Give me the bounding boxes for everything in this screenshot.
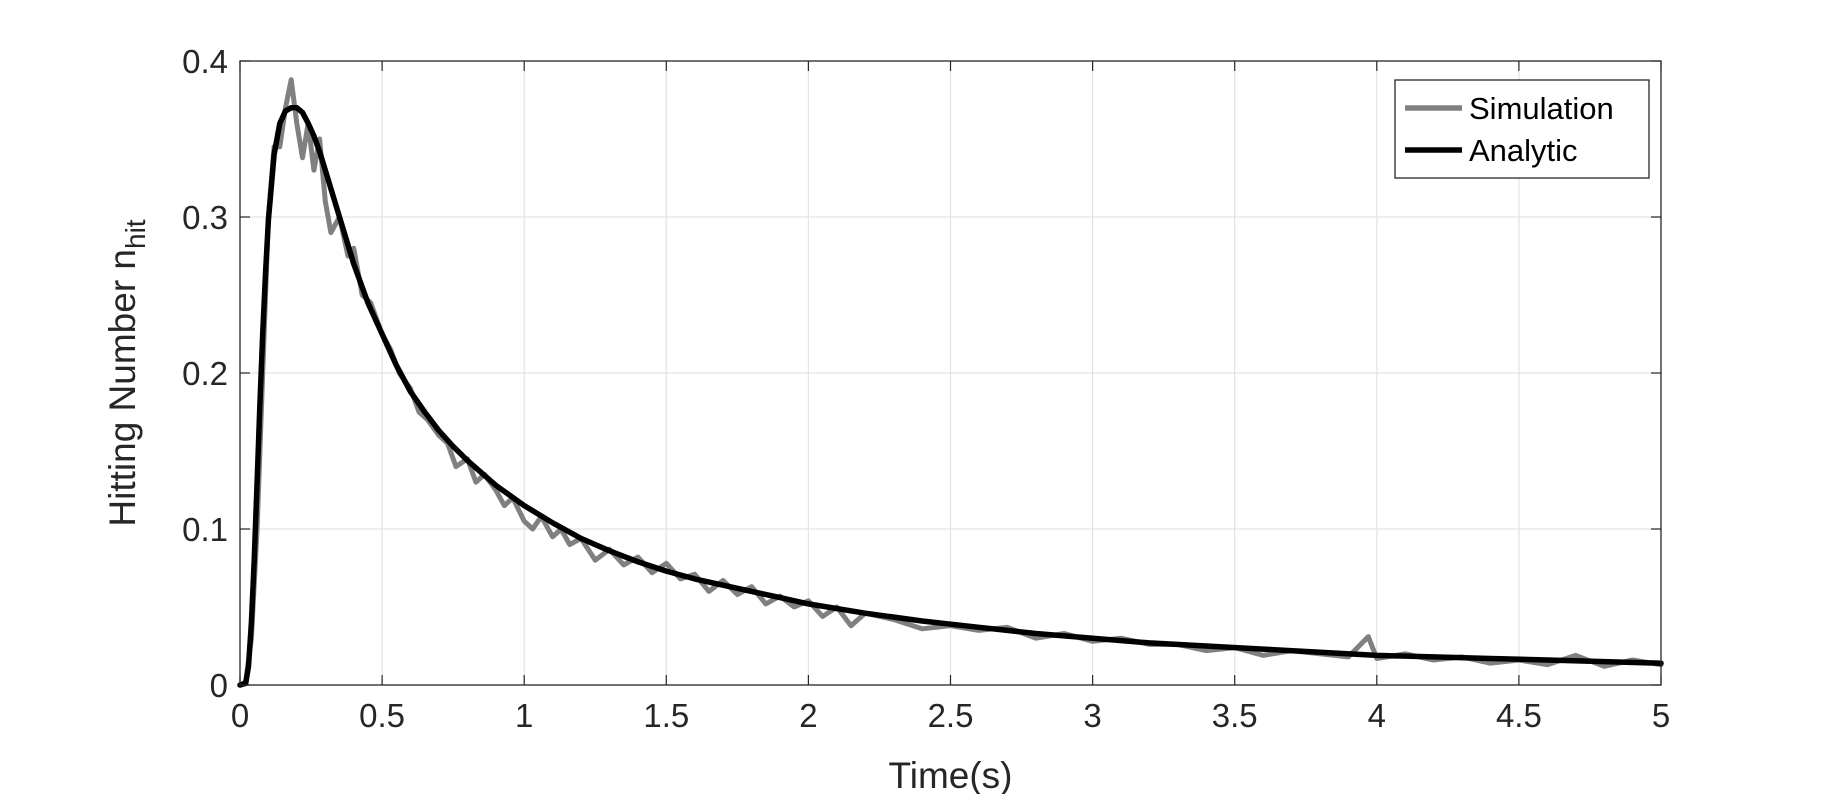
series-line-analytic [237,105,1664,688]
y-axis-label-main: Hitting Number n [102,249,143,527]
x-tick-label: 2 [799,697,817,734]
x-tick-label: 1.5 [643,697,689,734]
y-axis-label: Hitting Number nhit [102,219,151,526]
y-tick-label: 0.1 [182,511,228,548]
y-axis-label-subscript: hit [120,219,151,249]
x-tick-label: 3.5 [1212,697,1258,734]
legend-label: Analytic [1469,133,1578,168]
x-tick-label: 3 [1083,697,1101,734]
x-tick-label: 1 [515,697,533,734]
y-tick-label: 0 [210,667,228,704]
x-tick-label: 4 [1368,697,1386,734]
x-tick-label: 0 [231,697,249,734]
grid-lines [240,61,1661,685]
series-line-simulation [237,77,1664,688]
y-tick-label: 0.4 [182,43,228,80]
axis-ticks: 0 0.5 1 1.5 2 2.5 3 3.5 4 4.5 5 0 0.1 0.2 0.3 0.4 [182,43,1670,734]
legend-box [1394,79,1650,179]
x-tick-label: 4.5 [1496,697,1542,734]
legend-label: Simulation [1469,91,1614,126]
x-tick-label: 0.5 [359,697,405,734]
y-tick-label: 0.2 [182,355,228,392]
legend: Simulation Analytic [1394,79,1650,179]
series-layer [237,77,1664,688]
x-axis-label: Time(s) [889,755,1013,794]
x-tick-label: 2.5 [928,697,974,734]
y-tick-label: 0.3 [182,199,228,236]
x-tick-label: 5 [1652,697,1670,734]
